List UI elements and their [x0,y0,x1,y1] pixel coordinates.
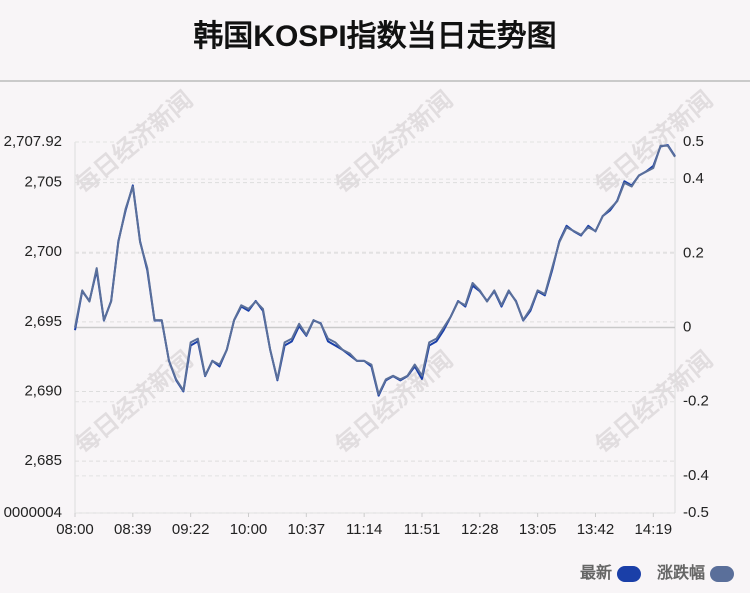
x-tick-label: 14:19 [635,521,673,538]
y2-tick-label: -0.4 [683,467,709,484]
y-tick-label: 2,690 [24,382,62,399]
y-tick-label: 2,700 [24,243,62,260]
x-tick-label: 11:51 [404,521,440,538]
x-tick-label: 09:22 [172,521,210,538]
x-tick-label: 08:39 [114,521,152,538]
y-tick-label: 2,707.92 [4,133,62,150]
y-tick-label: 2,695 [24,313,62,330]
legend-swatch [710,566,734,582]
x-tick-label: 11:14 [346,521,382,538]
y2-tick-label: 0.4 [683,170,704,187]
x-tick-label: 13:05 [519,521,557,538]
legend-label: 涨跌幅 [657,563,705,582]
y2-tick-label: 0 [683,318,691,335]
x-tick-label: 08:00 [56,521,94,538]
legend-item: 涨跌幅 [657,563,734,582]
x-tick-label: 13:42 [577,521,615,538]
y-tick-label: 2,705 [24,174,62,191]
legend-label: 最新 [580,563,612,582]
y2-tick-label: -0.5 [683,504,709,521]
y2-tick-label: -0.2 [683,393,709,410]
chart-title: 韩国KOSPI指数当日走势图 [193,20,556,53]
x-tick-label: 10:00 [230,521,268,538]
y-tick-label: 0000004 [4,504,62,521]
x-tick-label: 12:28 [461,521,499,538]
x-tick-label: 10:37 [288,521,326,538]
legend-swatch [616,566,641,582]
legend-item: 最新 [580,563,641,582]
y-tick-label: 2,685 [24,452,62,469]
y2-tick-label: 0.2 [683,244,704,261]
y2-tick-label: 0.5 [683,133,704,150]
series-line [74,144,676,396]
